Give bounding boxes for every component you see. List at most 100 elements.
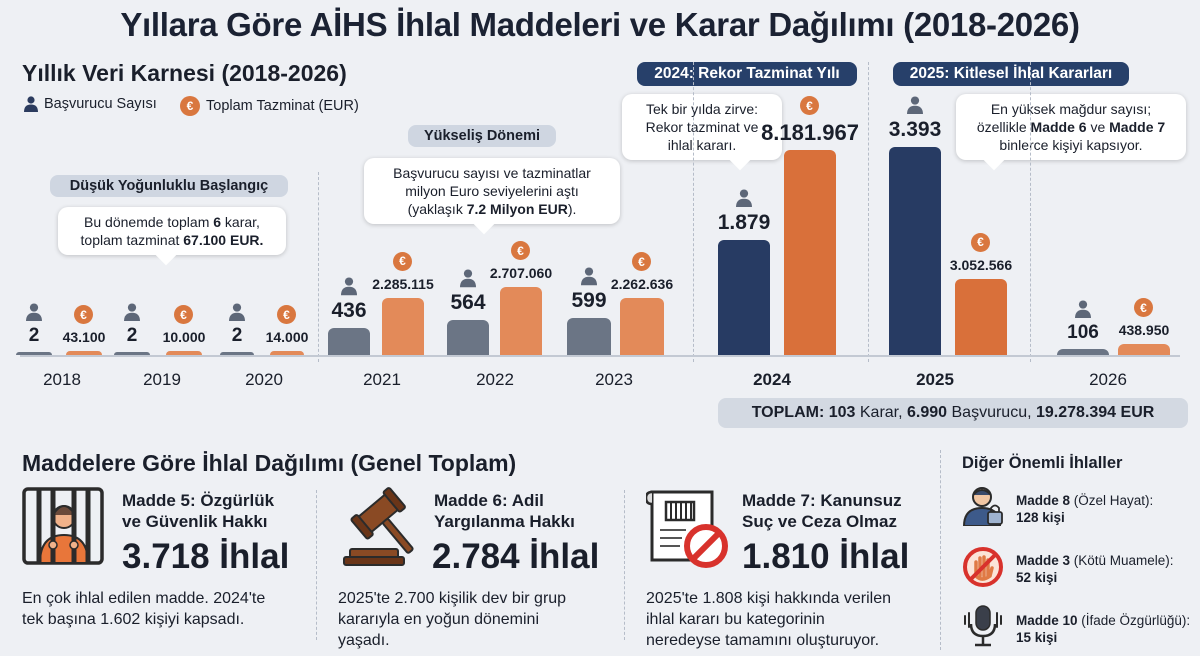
legend-compensation-label: Toplam Tazminat (EUR)	[206, 98, 359, 114]
compensation-bar	[784, 150, 836, 355]
page-title: Yıllara Göre AİHS İhlal Maddeleri ve Kar…	[120, 6, 1080, 43]
applicants-value-label: 2	[126, 325, 138, 346]
person-icon	[581, 267, 597, 286]
person-icon	[341, 277, 357, 296]
gavel-icon	[343, 487, 414, 566]
year-label: 2022	[476, 370, 514, 389]
article-6-count: 2.784 İhlal	[432, 537, 600, 576]
article-5-count: 3.718 İhlal	[122, 537, 290, 576]
compensation-value-label: 2.707.060	[489, 265, 553, 282]
applicants-value-label: 3.393	[888, 118, 942, 141]
euro-icon: €	[74, 305, 93, 324]
legend-applicants: Başvurucu Sayısı	[24, 96, 157, 112]
person-icon	[24, 96, 38, 112]
article-7-count: 1.810 İhlal	[742, 537, 910, 576]
other-item-article-10: Madde 10 (İfade Özgürlüğü): 15 kişi	[1016, 613, 1191, 645]
applicants-bar	[16, 352, 52, 355]
euro-icon: €	[393, 251, 412, 271]
prison-icon	[22, 487, 104, 565]
compensation-value-label: 10.000	[162, 329, 206, 345]
applicants-bar	[1057, 348, 1109, 355]
compensation-value-label: 43.100	[62, 329, 106, 345]
year-label: 2019	[143, 370, 181, 389]
year-label: 2026	[1089, 370, 1127, 389]
year-label: 2024	[753, 370, 791, 389]
compensation-bar	[382, 297, 424, 355]
microphone-icon	[964, 605, 1002, 647]
compensation-value-label: 438.950	[1118, 322, 1170, 338]
year-label: 2018	[43, 370, 81, 389]
applicants-value-label: 564	[450, 291, 486, 315]
applicants-value-label: 599	[571, 289, 607, 313]
other-item-article-3: Madde 3 (Kötü Muamele): 52 kişi	[1016, 553, 1174, 585]
person-icon	[1075, 299, 1091, 318]
period-rise-label: Yükseliş Dönemi	[408, 125, 556, 147]
euro-icon: €	[800, 96, 819, 115]
compensation-bar	[1118, 344, 1170, 355]
applicants-bar	[718, 239, 770, 355]
article-5-title: Madde 5: Özgürlük ve Güvenlik Hakkı	[122, 491, 275, 531]
year-label: 2021	[363, 370, 401, 389]
applicants-bar	[114, 352, 150, 355]
compensation-bar	[166, 351, 202, 355]
compensation-value-label: 3.052.566	[949, 256, 1013, 273]
euro-icon: €	[180, 96, 200, 116]
applicants-value-label: 2	[28, 325, 40, 346]
applicants-value-label: 106	[1067, 321, 1099, 343]
euro-icon: €	[971, 232, 990, 252]
applicants-bar	[567, 318, 611, 355]
euro-icon: €	[1134, 298, 1153, 317]
applicants-value-label: 2	[231, 325, 243, 346]
callout-record: Tek bir yılda zirve: Rekor tazminat ve i…	[622, 94, 782, 171]
year-label: 2023	[595, 370, 633, 389]
applicants-bar	[889, 147, 941, 355]
law-scroll-prohibited-icon	[646, 490, 728, 568]
compensation-value-label: 2.262.636	[610, 276, 674, 293]
compensation-bar	[955, 278, 1007, 355]
period-mass-label: 2025: Kitlesel İhlal Kararları	[893, 62, 1129, 86]
callout-low: Bu dönemde toplam 6 karar, toplam tazmin…	[58, 207, 286, 266]
euro-icon: €	[511, 241, 530, 261]
chart-baseline	[20, 355, 1180, 357]
applicants-value-label: 436	[331, 299, 367, 323]
compensation-bar	[620, 298, 664, 355]
article-7-description: 2025'te 1.808 kişi hakkında verilen ihlal…	[646, 590, 891, 649]
callout-rise: Başvurucu sayısı ve tazminatlar milyon E…	[364, 158, 620, 235]
compensation-bar	[500, 287, 542, 355]
article-6-title: Madde 6: Adil Yargılanma Hakkı	[434, 491, 575, 531]
stop-hand-icon	[963, 547, 1003, 587]
article-5-description: En çok ihlal edilen madde. 2024'te tek ba…	[22, 590, 266, 628]
applicants-bar	[447, 320, 489, 355]
legend-compensation: € Toplam Tazminat (EUR)	[180, 96, 359, 116]
compensation-value-label: 14.000	[265, 329, 309, 345]
applicants-bar	[328, 328, 370, 355]
person-icon	[26, 303, 42, 322]
callout-mass: En yüksek mağdur sayısı; özellikle Madde…	[956, 94, 1186, 171]
applicants-value-label: 1.879	[717, 210, 771, 234]
euro-icon: €	[277, 305, 296, 324]
year-label: 2025	[916, 370, 954, 389]
compensation-value-label: 2.285.115	[372, 275, 434, 292]
person-icon	[460, 269, 476, 288]
total-summary: TOPLAM: 103 Karar, 6.990 Başvurucu, 19.2…	[718, 398, 1188, 428]
person-icon	[736, 189, 752, 208]
person-icon	[229, 303, 245, 322]
person-icon	[907, 96, 923, 115]
person-icon	[124, 303, 140, 322]
articles-section-title: Maddelere Göre İhlal Dağılımı (Genel Top…	[22, 450, 517, 476]
privacy-lock-person-icon	[962, 487, 1003, 526]
other-violations-title: Diğer Önemli İhlaller	[962, 454, 1123, 472]
article-6-description: 2025'te 2.700 kişilik dev bir grup kararı…	[338, 590, 567, 649]
applicants-bar	[220, 352, 254, 355]
legend-applicants-label: Başvurucu Sayısı	[44, 96, 157, 112]
article-7-title: Madde 7: Kanunsuz Suç ve Ceza Olmaz	[742, 491, 902, 531]
period-low-label: Düşük Yoğunluklu Başlangıç	[50, 175, 288, 197]
euro-icon: €	[632, 252, 651, 272]
scorecard-title: Yıllık Veri Karnesi (2018-2026)	[22, 60, 347, 86]
other-item-article-8: Madde 8 (Özel Hayat): 128 kişi	[1016, 493, 1154, 525]
compensation-bar	[270, 351, 304, 355]
compensation-bar	[66, 351, 102, 355]
year-label: 2020	[245, 370, 283, 389]
period-record-label: 2024: Rekor Tazminat Yılı	[637, 62, 857, 86]
euro-icon: €	[174, 305, 193, 324]
